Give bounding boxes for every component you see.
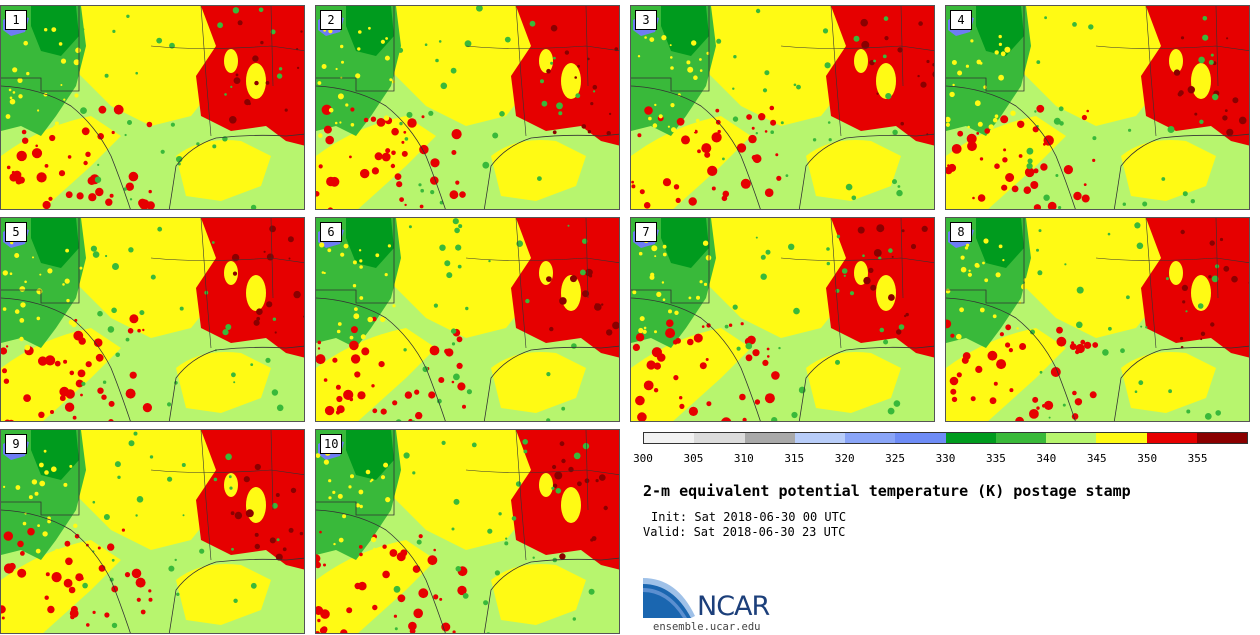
postage-stamp-panel: 8 [945, 217, 1250, 422]
postage-stamp-panel: 4 [945, 5, 1250, 210]
postage-stamp-panel: 7 [630, 217, 935, 422]
panel-number-label: 2 [320, 10, 342, 30]
colorbar-tick-label: 325 [885, 452, 906, 465]
postage-stamp-panel: 6 [315, 217, 620, 422]
panel-number-label: 10 [320, 434, 343, 454]
colorbar-segment [744, 433, 795, 443]
panel-number-label: 9 [5, 434, 27, 454]
postage-stamp-panel: 3 [630, 5, 935, 210]
valid-time: Valid: Sat 2018-06-30 23 UTC [643, 525, 846, 539]
colorbar-segment [995, 433, 1046, 443]
postage-stamp-panel: 1 [0, 5, 305, 210]
colorbar-tick-label: 350 [1137, 452, 1158, 465]
colorbar-segment [1046, 433, 1097, 443]
panel-number-label: 7 [635, 222, 657, 242]
colorbar-segment [895, 433, 946, 443]
postage-stamp-panel: 10 [315, 429, 620, 634]
init-time: Init: Sat 2018-06-30 00 UTC [651, 510, 847, 524]
colorbar-tick-label: 335 [985, 452, 1006, 465]
colorbar-tick-label: 300 [633, 452, 653, 465]
colorbar-segment [1096, 433, 1147, 443]
colorbar-tick-label: 305 [683, 452, 704, 465]
colorbar-segment [1146, 433, 1197, 443]
panel-number-label: 5 [5, 222, 27, 242]
colorbar-tick-label: 345 [1086, 452, 1107, 465]
colorbar-tick-label: 310 [733, 452, 754, 465]
postage-stamp-panel: 9 [0, 429, 305, 634]
colorbar-segment [694, 433, 745, 443]
postage-stamp-panel: 5 [0, 217, 305, 422]
website-url: ensemble.ucar.edu [653, 621, 761, 633]
colorbar-segment [845, 433, 896, 443]
ncar-logo-icon [643, 578, 695, 618]
panel-number-label: 6 [320, 222, 342, 242]
colorbar-segment [945, 433, 996, 443]
panel-number-label: 8 [950, 222, 972, 242]
colorbar-tick-label: 330 [935, 452, 956, 465]
postage-stamp-panel: 2 [315, 5, 620, 210]
panel-number-label: 1 [5, 10, 27, 30]
colorbar-tick-label: 340 [1036, 452, 1057, 465]
colorbar-segment [1196, 433, 1247, 443]
colorbar-tick-label: 355 [1187, 452, 1208, 465]
colorbar-tick-label: 315 [784, 452, 805, 465]
panel-number-label: 4 [950, 10, 972, 30]
colorbar-segment [794, 433, 845, 443]
panel-number-label: 3 [635, 10, 657, 30]
ncar-logo-text: NCAR [697, 591, 770, 622]
colorbar-segment [644, 433, 695, 443]
colorbar-tick-label: 320 [834, 452, 855, 465]
colorbar-tick-labels: 300 305 310 315 320 325 330 335 340 345 350 355 [633, 452, 1248, 466]
figure-title: 2-m equivalent potential temperature (K)… [643, 482, 1131, 500]
colorbar [643, 432, 1248, 444]
